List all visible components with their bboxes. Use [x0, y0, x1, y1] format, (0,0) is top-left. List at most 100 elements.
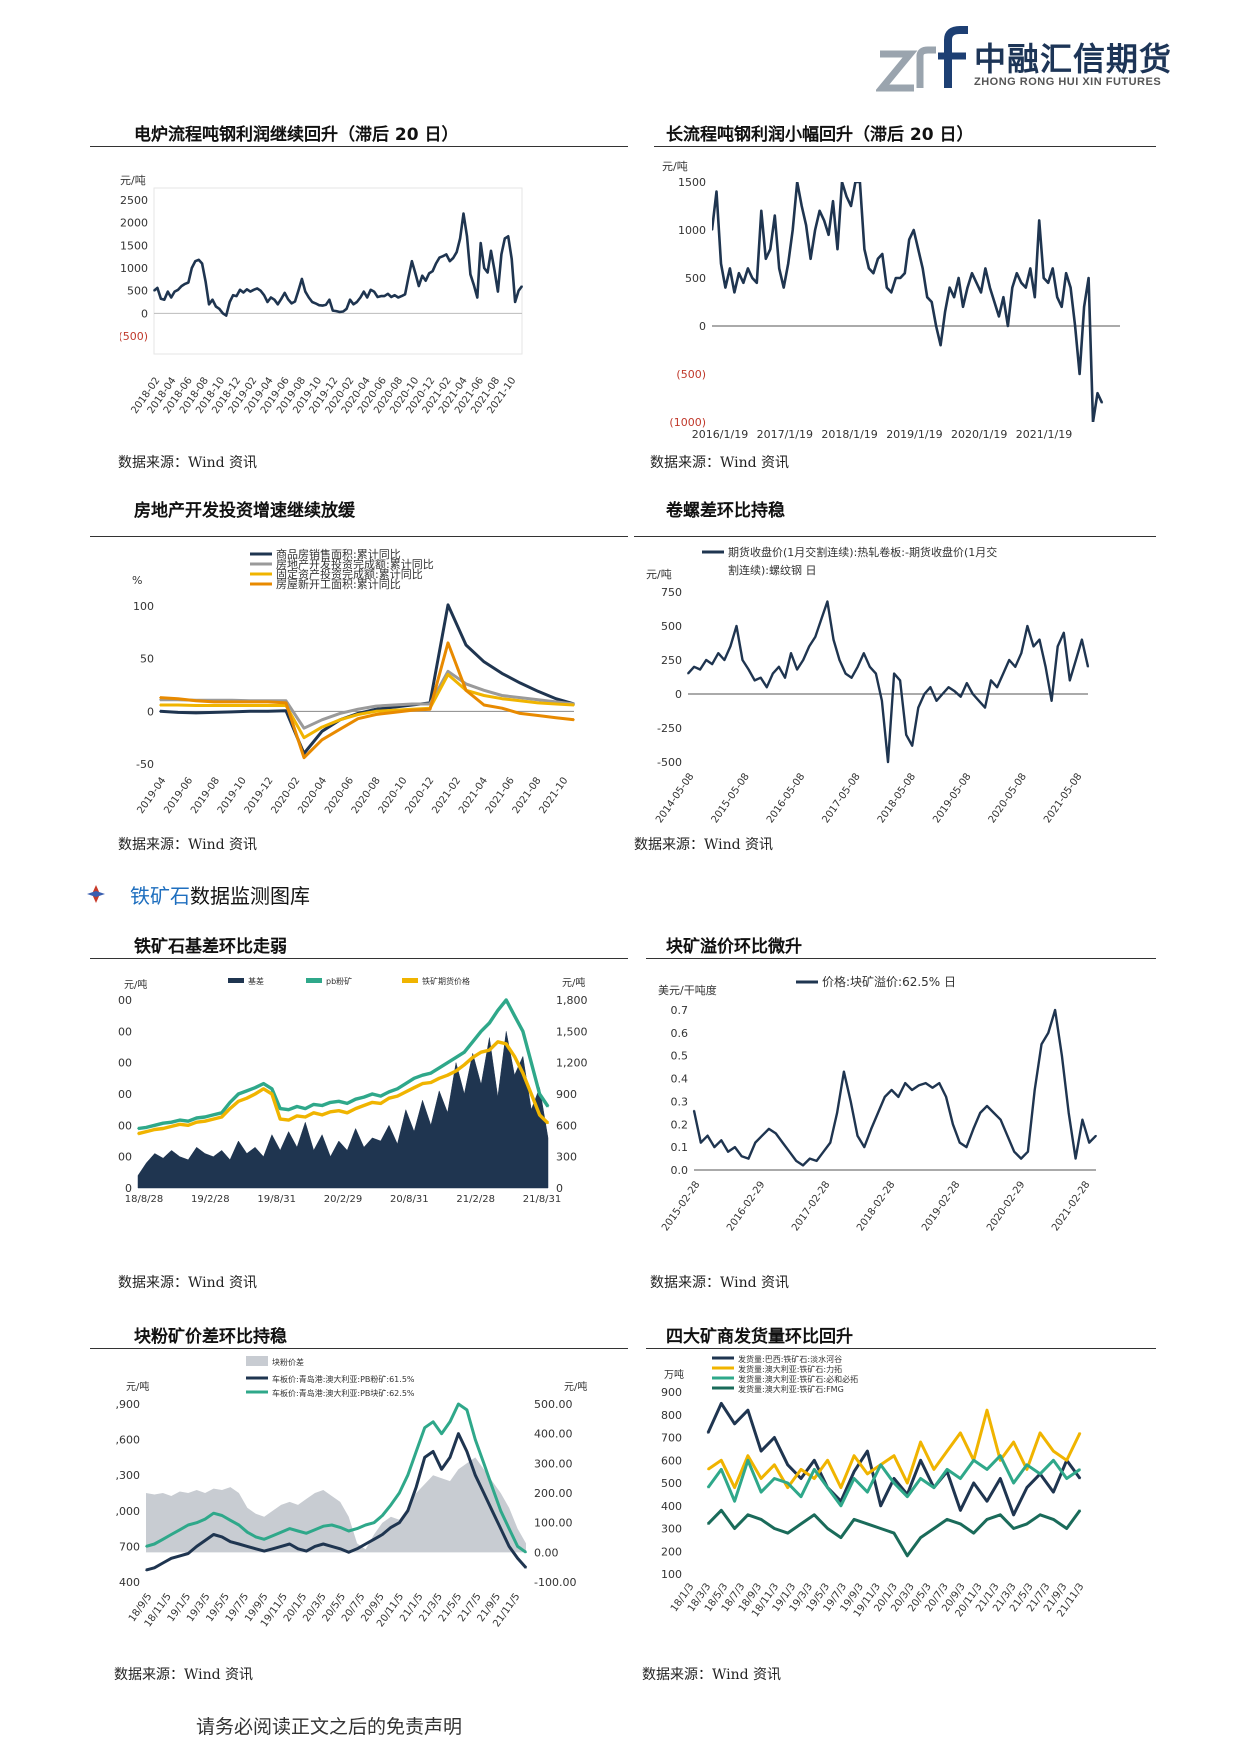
data-point	[170, 1533, 173, 1536]
data-point	[508, 1527, 510, 1530]
data-point	[231, 704, 233, 707]
data-point	[283, 292, 286, 294]
data-point	[893, 672, 895, 675]
data-point	[145, 1545, 147, 1548]
data-point	[393, 709, 395, 712]
data-point	[815, 1160, 818, 1162]
data-point	[462, 212, 465, 215]
data-point	[863, 1146, 866, 1148]
y-tick-label: -500	[657, 756, 682, 769]
data-point	[760, 1491, 762, 1493]
data-point	[373, 290, 375, 293]
data-point	[923, 693, 926, 695]
y-tick-label: 100	[133, 600, 154, 613]
data-point	[530, 1061, 533, 1064]
data-point	[430, 1081, 432, 1084]
data-point	[166, 290, 169, 293]
y-tick-label: 100	[118, 1151, 132, 1164]
data-point	[366, 296, 369, 299]
data-point	[321, 1104, 323, 1107]
data-point	[791, 229, 794, 231]
data-point	[501, 694, 503, 697]
data-point	[1069, 679, 1071, 682]
data-point	[325, 303, 327, 306]
data-point	[400, 295, 403, 297]
data-point	[483, 661, 485, 663]
data-point	[491, 1486, 494, 1488]
data-point	[1029, 267, 1032, 270]
data-point	[1040, 1043, 1043, 1046]
data-point	[886, 286, 888, 289]
data-point	[447, 673, 449, 676]
data-point	[727, 1150, 729, 1153]
data-point	[314, 1528, 316, 1531]
data-point	[287, 298, 289, 301]
data-point	[881, 700, 883, 702]
x-tick-label: 19/2/28	[191, 1194, 230, 1205]
data-point	[733, 1527, 736, 1530]
data-point	[271, 1547, 274, 1550]
legend-label: 块粉价差	[272, 1357, 304, 1367]
data-point	[267, 704, 269, 707]
legend-label: 发货量:澳大利亚:铁矿石:力拓	[738, 1364, 842, 1374]
data-point	[1020, 1157, 1022, 1160]
data-point	[786, 1486, 789, 1489]
data-point	[998, 315, 1000, 318]
x-tick-label: 2021/1/19	[1016, 428, 1072, 440]
data-point	[163, 298, 166, 301]
data-point	[195, 700, 197, 702]
data-point	[802, 1164, 804, 1167]
data-point	[482, 1492, 485, 1494]
data-point	[938, 1082, 941, 1084]
y-tick-label: 700	[119, 1540, 140, 1553]
data-point	[687, 672, 689, 675]
data-point	[440, 1468, 443, 1471]
y-right-tick-label: 300.00	[534, 1457, 573, 1470]
data-point	[712, 229, 713, 231]
data-point	[424, 279, 427, 282]
data-point	[270, 296, 272, 299]
chart-source-c1: 数据来源：Wind 资讯	[118, 455, 258, 471]
data-point	[235, 295, 238, 297]
data-point	[784, 676, 786, 679]
data-point	[734, 1146, 736, 1148]
chart-title-c3: 房地产开发投资增速继续放缓	[134, 501, 355, 521]
data-point	[296, 1105, 298, 1108]
data-point	[457, 1432, 460, 1435]
y-unit-label: 元/吨	[662, 160, 688, 173]
data-point	[850, 676, 853, 679]
data-point	[312, 1112, 315, 1114]
y-tick-label: 400	[661, 1500, 682, 1513]
data-point	[500, 253, 503, 256]
data-point	[452, 257, 455, 259]
data-point	[404, 1091, 407, 1093]
data-point	[393, 706, 395, 708]
data-point	[303, 727, 305, 729]
data-point	[339, 1547, 342, 1550]
data-point	[329, 1101, 332, 1104]
data-point	[162, 1122, 164, 1125]
data-point	[229, 1101, 231, 1104]
data-point	[908, 238, 911, 241]
data-point	[204, 1120, 206, 1122]
data-point	[853, 1454, 855, 1457]
data-point	[537, 698, 539, 701]
section-title-highlight: 铁矿石	[130, 884, 190, 908]
data-point	[376, 296, 379, 298]
data-point	[946, 1468, 948, 1471]
data-point	[906, 1482, 909, 1484]
series-line-0	[692, 1008, 1097, 1167]
data-point	[430, 1072, 432, 1074]
data-point	[986, 1409, 988, 1411]
chart-source-c4: 数据来源：Wind 资讯	[634, 837, 774, 853]
data-point	[729, 645, 732, 648]
data-point	[347, 1530, 350, 1532]
series-line-0	[159, 603, 575, 755]
data-point	[153, 289, 155, 292]
data-point	[488, 1022, 491, 1024]
data-point	[505, 1043, 507, 1045]
chart-title-c7: 块粉矿价差环比持稳	[134, 1327, 287, 1347]
y-unit-label: 美元/干吨度	[658, 983, 717, 997]
data-point	[877, 1112, 879, 1114]
data-point	[1002, 672, 1004, 675]
